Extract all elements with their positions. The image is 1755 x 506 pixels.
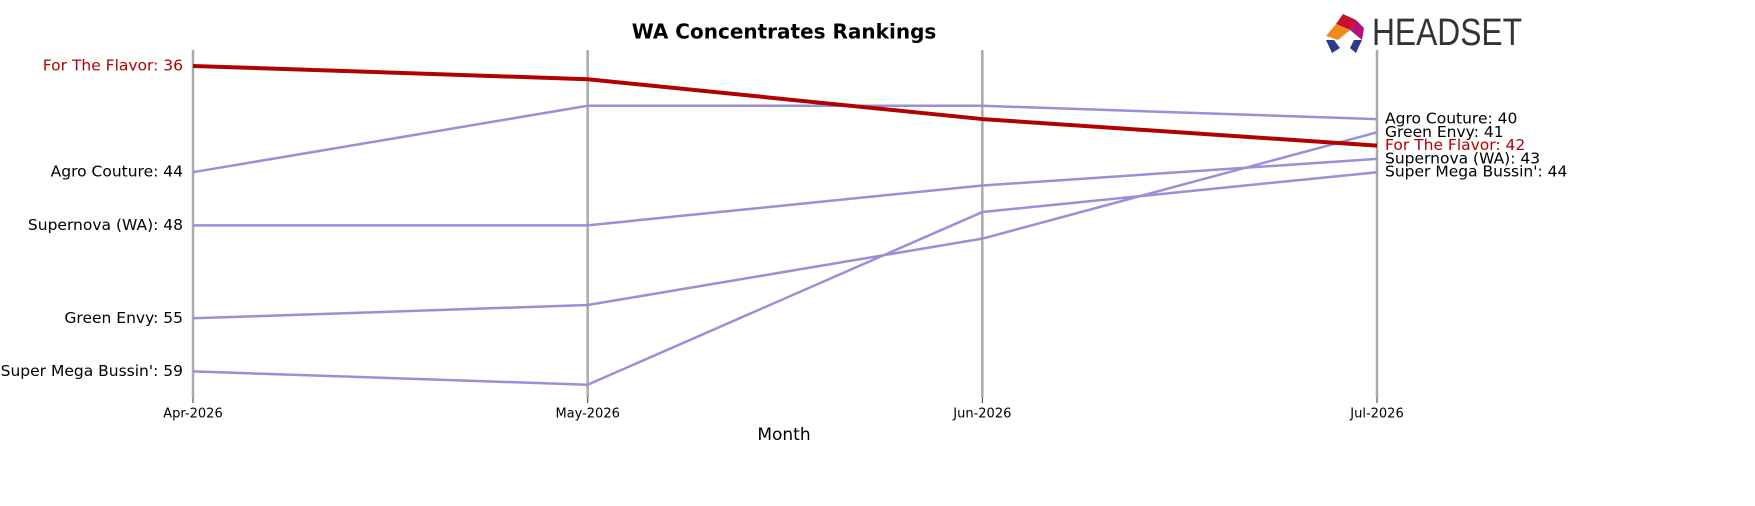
series-line — [193, 157, 1378, 227]
logo-text: HEADSET — [1372, 12, 1522, 54]
x-tick-label: Jul-2026 — [1349, 407, 1403, 422]
logo-icon — [1350, 20, 1364, 40]
series-line — [192, 63, 1378, 148]
series-line — [192, 170, 1378, 386]
logo: HEADSET — [1326, 12, 1522, 54]
series-line — [192, 131, 1378, 320]
x-tick-label: Jun-2026 — [952, 407, 1011, 422]
x-tick-label: May-2026 — [555, 407, 619, 422]
logo-icon — [1350, 40, 1362, 53]
x-axis-label: Month — [757, 425, 810, 445]
value-label: For The Flavor: 42 — [1385, 136, 1525, 154]
value-label: Agro Couture: 44 — [51, 163, 183, 181]
value-label: For The Flavor: 36 — [43, 56, 183, 74]
value-label: Supernova (WA): 43 — [1385, 149, 1540, 167]
value-label: Super Mega Bussin': 59 — [1, 362, 183, 380]
logo-icon — [1326, 24, 1350, 40]
value-label: Green Envy: 41 — [1385, 123, 1504, 141]
value-label: Supernova (WA): 48 — [28, 216, 183, 234]
value-label: Super Mega Bussin': 44 — [1385, 163, 1567, 181]
value-label: Green Envy: 55 — [64, 309, 183, 327]
x-tick-label: Apr-2026 — [163, 407, 222, 422]
logo-icon — [1326, 40, 1340, 53]
value-label: Agro Couture: 40 — [1385, 110, 1517, 128]
logo-icon — [1336, 14, 1356, 30]
series-line — [192, 104, 1378, 174]
chart-title: WA Concentrates Rankings — [632, 20, 937, 44]
